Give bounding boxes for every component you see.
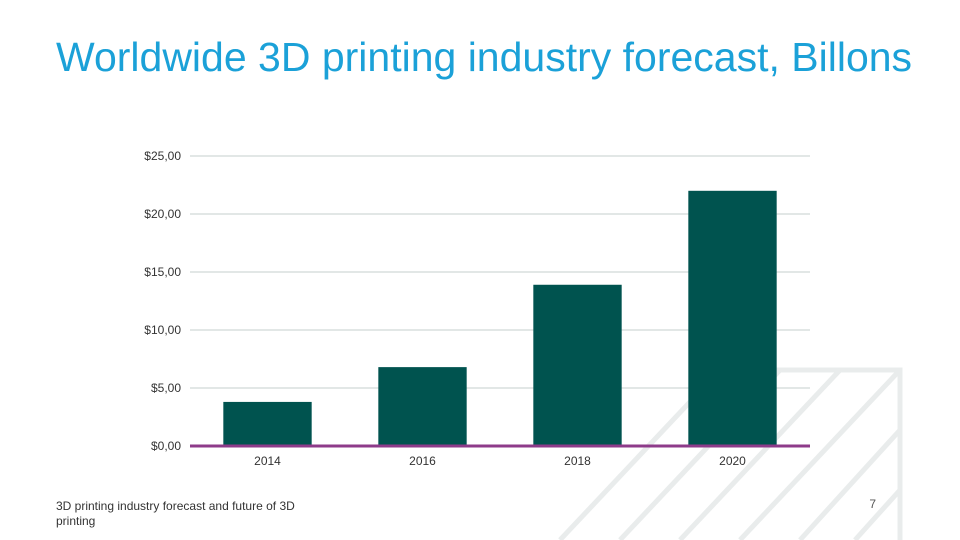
bar xyxy=(378,367,467,446)
slide-footer: 3D printing industry forecast and future… xyxy=(56,499,295,528)
y-tick-label: $25,00 xyxy=(144,149,181,163)
y-tick-label: $5,00 xyxy=(151,381,181,395)
slide-title: Worldwide 3D printing industry forecast,… xyxy=(56,34,913,80)
x-tick-label: 2016 xyxy=(409,454,436,468)
x-tick-label: 2018 xyxy=(564,454,591,468)
y-axis-ticks: $0,00 $5,00 $10,00 $15,00 $20,00 $25,00 xyxy=(144,149,181,453)
bar xyxy=(688,190,777,446)
x-tick-label: 2020 xyxy=(719,454,746,468)
bars xyxy=(223,190,777,446)
y-tick-label: $0,00 xyxy=(151,439,181,453)
bar xyxy=(223,401,312,446)
x-axis-ticks: 2014 2016 2018 2020 xyxy=(254,454,746,468)
bar xyxy=(533,284,622,446)
y-tick-label: $20,00 xyxy=(144,207,181,221)
y-tick-label: $10,00 xyxy=(144,323,181,337)
x-tick-label: 2014 xyxy=(254,454,281,468)
y-tick-label: $15,00 xyxy=(144,265,181,279)
page-number: 7 xyxy=(869,497,876,511)
